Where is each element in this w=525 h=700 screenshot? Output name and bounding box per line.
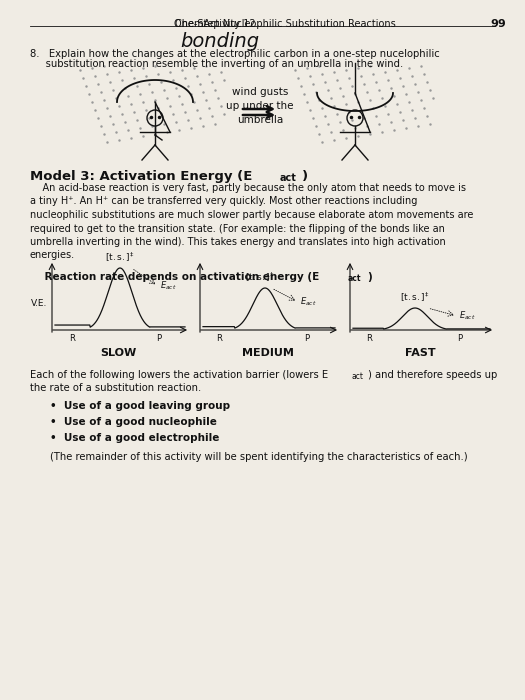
Text: An acid-base reaction is very fast, partly because the only atom that needs to m: An acid-base reaction is very fast, part… bbox=[30, 183, 466, 193]
Text: Reaction rate depends on activation energy (E: Reaction rate depends on activation ener… bbox=[30, 272, 319, 282]
Text: ): ) bbox=[367, 272, 372, 282]
Text: $\left[\mathregular{t.s.}\right]^{\ddagger}$: $\left[\mathregular{t.s.}\right]^{\ddagg… bbox=[245, 271, 275, 284]
Text: $E_{act}$: $E_{act}$ bbox=[300, 295, 317, 308]
Text: R: R bbox=[366, 334, 372, 343]
Text: $\left[\mathregular{t.s.}\right]^{\ddagger}$: $\left[\mathregular{t.s.}\right]^{\ddagg… bbox=[400, 291, 430, 304]
Text: required to get to the transition state. (For example: the flipping of the bonds: required to get to the transition state.… bbox=[30, 223, 445, 234]
Text: act: act bbox=[280, 173, 297, 183]
Text: •  Use of a good leaving group: • Use of a good leaving group bbox=[50, 401, 230, 411]
Text: 99: 99 bbox=[490, 19, 506, 29]
Text: P: P bbox=[457, 334, 463, 343]
Text: ): ) bbox=[302, 170, 308, 183]
Text: R: R bbox=[69, 334, 76, 343]
Text: nucleophilic substitutions are much slower partly because elaborate atom movemen: nucleophilic substitutions are much slow… bbox=[30, 210, 474, 220]
Text: FAST: FAST bbox=[405, 348, 435, 358]
Text: Each of the following lowers the activation barrier (lowers E: Each of the following lowers the activat… bbox=[30, 370, 328, 380]
Text: ) and therefore speeds up: ) and therefore speeds up bbox=[368, 370, 497, 380]
Text: a tiny H⁺. An H⁺ can be transferred very quickly. Most other reactions including: a tiny H⁺. An H⁺ can be transferred very… bbox=[30, 197, 417, 206]
Text: R: R bbox=[216, 334, 223, 343]
Text: ChemActivity 12: ChemActivity 12 bbox=[175, 19, 256, 29]
Text: •  Use of a good electrophile: • Use of a good electrophile bbox=[50, 433, 219, 443]
Text: MEDIUM: MEDIUM bbox=[242, 348, 294, 358]
Text: Model 3: Activation Energy (E: Model 3: Activation Energy (E bbox=[30, 170, 253, 183]
Text: $\left[\mathregular{t.s.}\right]^{\ddagger}$: $\left[\mathregular{t.s.}\right]^{\ddagg… bbox=[105, 251, 135, 264]
Text: $E_{act}$: $E_{act}$ bbox=[160, 280, 176, 293]
Text: $E_{act}$: $E_{act}$ bbox=[459, 309, 476, 322]
Text: SLOW: SLOW bbox=[100, 348, 136, 358]
Text: V.E.: V.E. bbox=[30, 300, 47, 309]
Text: •  Use of a good nucleophile: • Use of a good nucleophile bbox=[50, 417, 217, 427]
Text: (The remainder of this activity will be spent identifying the characteristics of: (The remainder of this activity will be … bbox=[50, 452, 468, 462]
Text: substitution reaction resemble the inverting of an umbrella in the wind.: substitution reaction resemble the inver… bbox=[30, 59, 403, 69]
Text: the rate of a substitution reaction.: the rate of a substitution reaction. bbox=[30, 383, 201, 393]
Text: P: P bbox=[156, 334, 162, 343]
Text: act: act bbox=[348, 274, 362, 283]
Text: One-Step Nucleophilic Substitution Reactions: One-Step Nucleophilic Substitution React… bbox=[174, 19, 396, 29]
Text: wind gusts
up under the
umbrella: wind gusts up under the umbrella bbox=[226, 87, 294, 125]
Text: bonding: bonding bbox=[181, 32, 259, 51]
Text: act: act bbox=[352, 372, 364, 381]
Text: 8.   Explain how the changes at the electrophilic carbon in a one-step nucelophi: 8. Explain how the changes at the electr… bbox=[30, 49, 440, 59]
Text: P: P bbox=[304, 334, 310, 343]
Text: energies.: energies. bbox=[30, 251, 75, 260]
Text: umbrella inverting in the wind). This takes energy and translates into high acti: umbrella inverting in the wind). This ta… bbox=[30, 237, 446, 247]
